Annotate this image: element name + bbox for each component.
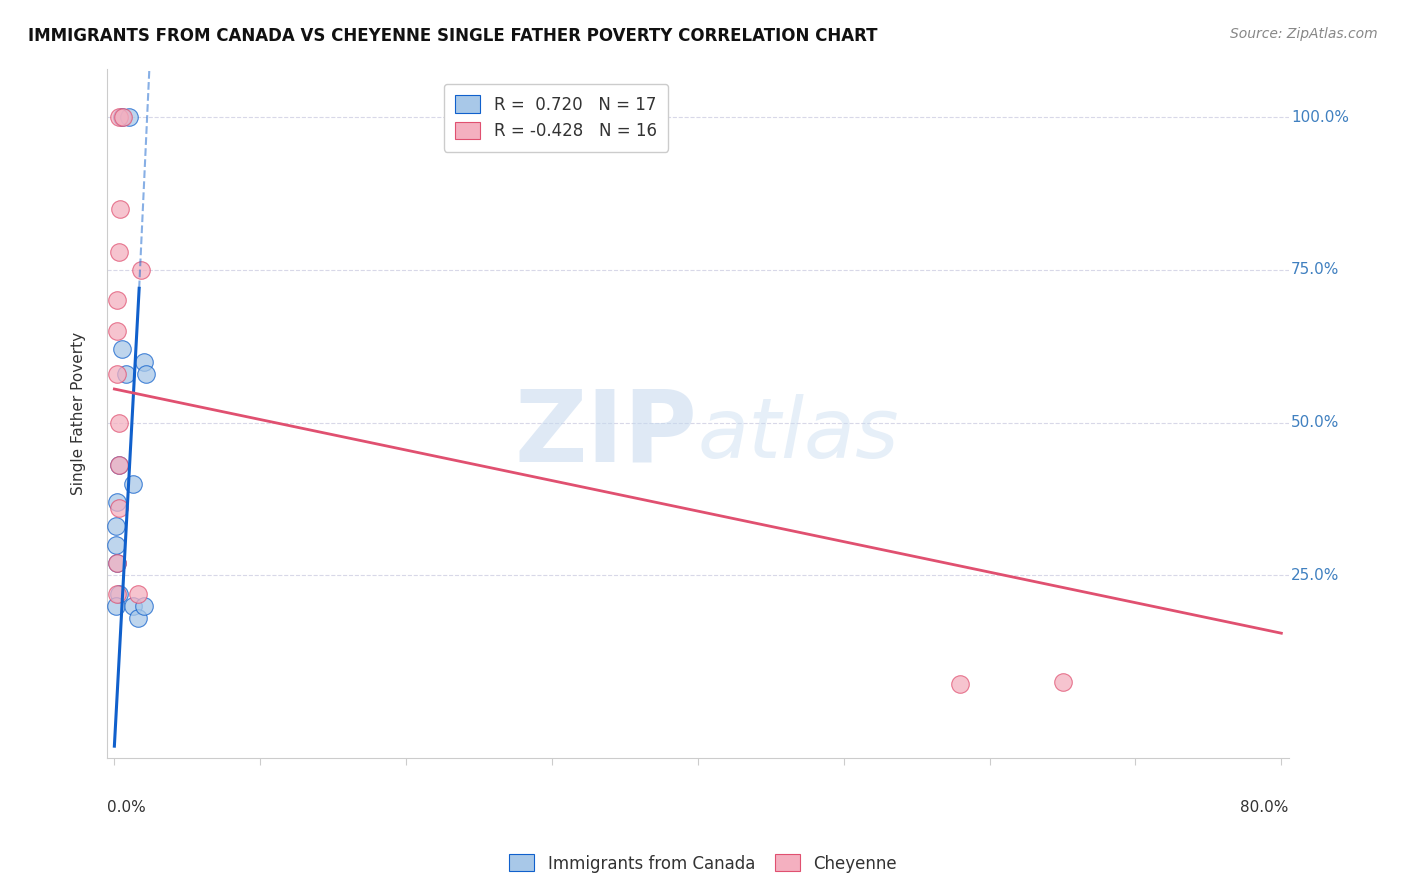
Point xyxy=(107,458,129,473)
Point xyxy=(104,538,127,552)
Point xyxy=(107,586,129,600)
Point xyxy=(105,367,128,381)
Point xyxy=(127,586,149,600)
Point xyxy=(105,556,128,570)
Point xyxy=(122,599,145,613)
Point xyxy=(107,111,129,125)
Point xyxy=(105,556,128,570)
Point xyxy=(129,263,152,277)
Text: atlas: atlas xyxy=(697,393,900,475)
Point xyxy=(107,458,129,473)
Text: ZIP: ZIP xyxy=(515,385,697,483)
Point xyxy=(118,111,141,125)
Point xyxy=(1052,675,1074,690)
Point xyxy=(111,343,134,357)
Text: Source: ZipAtlas.com: Source: ZipAtlas.com xyxy=(1230,27,1378,41)
Point xyxy=(122,476,145,491)
Point xyxy=(107,416,129,430)
Point xyxy=(108,202,131,216)
Point xyxy=(127,611,149,625)
Point xyxy=(132,599,155,613)
Point xyxy=(105,586,128,600)
Point xyxy=(132,354,155,368)
Point xyxy=(112,111,135,125)
Text: 50.0%: 50.0% xyxy=(1291,415,1340,430)
Text: IMMIGRANTS FROM CANADA VS CHEYENNE SINGLE FATHER POVERTY CORRELATION CHART: IMMIGRANTS FROM CANADA VS CHEYENNE SINGL… xyxy=(28,27,877,45)
Point xyxy=(135,367,157,381)
Point xyxy=(111,111,134,125)
Point xyxy=(105,324,128,338)
Point xyxy=(105,495,128,509)
Point xyxy=(105,293,128,308)
Legend: Immigrants from Canada, Cheyenne: Immigrants from Canada, Cheyenne xyxy=(502,847,904,880)
Text: 80.0%: 80.0% xyxy=(1240,800,1289,814)
Text: 75.0%: 75.0% xyxy=(1291,262,1340,277)
Y-axis label: Single Father Poverty: Single Father Poverty xyxy=(72,332,86,495)
Text: 25.0%: 25.0% xyxy=(1291,567,1340,582)
Point xyxy=(104,599,127,613)
Legend: R =  0.720   N = 17, R = -0.428   N = 16: R = 0.720 N = 17, R = -0.428 N = 16 xyxy=(444,84,668,152)
Point xyxy=(107,501,129,516)
Point xyxy=(949,677,972,691)
Point xyxy=(107,244,129,259)
Text: 0.0%: 0.0% xyxy=(107,800,146,814)
Point xyxy=(104,519,127,533)
Text: 100.0%: 100.0% xyxy=(1291,110,1348,125)
Point xyxy=(115,367,138,381)
